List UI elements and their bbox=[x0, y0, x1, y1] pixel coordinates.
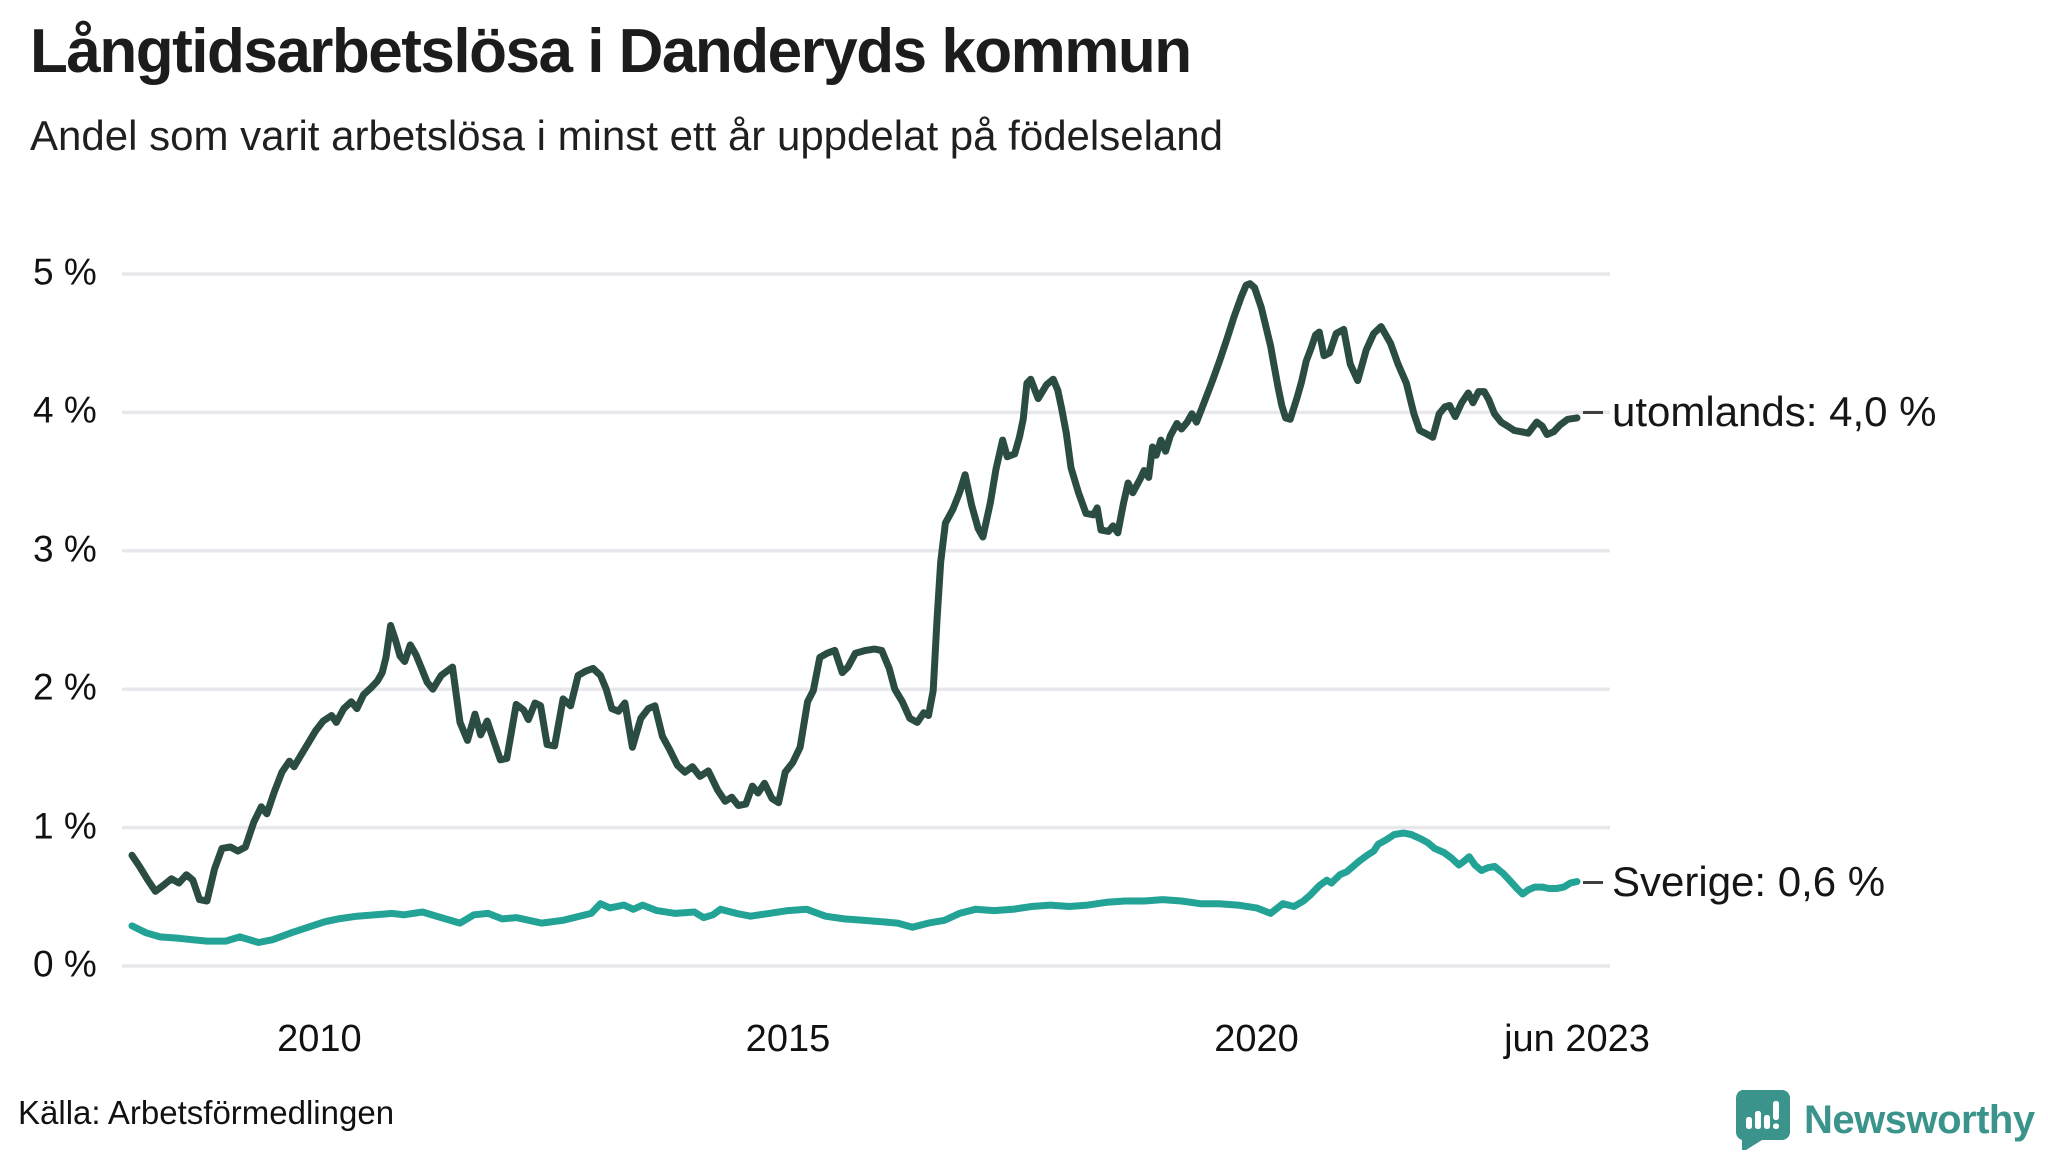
sverige-line bbox=[128, 829, 1581, 946]
utomlands-line bbox=[128, 280, 1581, 905]
page-title: Långtidsarbetslösa i Danderyds kommun bbox=[30, 17, 1192, 86]
x-axis-tick-label: jun 2023 bbox=[1504, 1018, 1650, 1060]
series-end-label-text: Sverige: 0,6 % bbox=[1612, 858, 1886, 905]
logo-exclamation-dot bbox=[1773, 1123, 1779, 1129]
page-subtitle: Andel som varit arbetslösa i minst ett å… bbox=[30, 112, 1224, 159]
newsworthy-logo-text[interactable]: Newsworthy bbox=[1804, 1098, 2035, 1142]
newsworthy-logo-icon[interactable] bbox=[1736, 1090, 1794, 1150]
series-end-label-sverige: Sverige: 0,6 % bbox=[1583, 858, 1885, 906]
source-text: Källa: Arbetsförmedlingen bbox=[18, 1094, 395, 1131]
logo-bar-1 bbox=[1746, 1117, 1752, 1129]
logo-exclamation-bar bbox=[1773, 1101, 1779, 1120]
series-dash-icon bbox=[1583, 410, 1603, 414]
y-axis-tick-label: 3 % bbox=[33, 528, 97, 570]
x-axis-tick-label: 2020 bbox=[1214, 1018, 1299, 1060]
x-axis-tick-label: 2010 bbox=[277, 1018, 362, 1060]
y-axis-tick-label: 0 % bbox=[33, 943, 97, 985]
y-axis-tick-label: 2 % bbox=[33, 666, 97, 708]
y-axis-tick-label: 4 % bbox=[33, 389, 97, 431]
y-axis-tick-label: 5 % bbox=[33, 251, 97, 293]
logo-bubble bbox=[1736, 1090, 1790, 1150]
logo-bar-3 bbox=[1764, 1115, 1770, 1129]
series-end-label-text: utomlands: 4,0 % bbox=[1612, 388, 1937, 435]
logo-bar-2 bbox=[1755, 1111, 1761, 1129]
series-end-label-utomlands: utomlands: 4,0 % bbox=[1583, 388, 1937, 436]
series-dash-icon bbox=[1583, 880, 1603, 884]
y-axis-tick-label: 1 % bbox=[33, 804, 97, 846]
x-axis-tick-label: 2015 bbox=[745, 1018, 831, 1060]
